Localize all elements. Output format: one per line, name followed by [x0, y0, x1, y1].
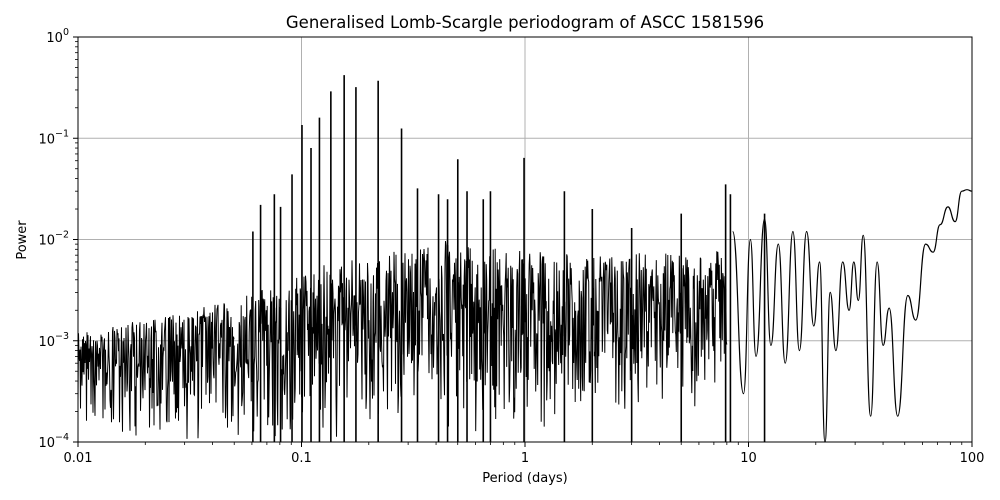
- x-tick-label: 1: [521, 451, 529, 466]
- periodogram-tail-line: [732, 189, 973, 443]
- y-tick-label: 10−2: [38, 230, 69, 249]
- y-tick-label: 100: [46, 27, 69, 46]
- x-tick-label: 0.01: [64, 451, 93, 466]
- chart-title: Generalised Lomb-Scargle periodogram of …: [286, 13, 764, 32]
- y-tick-label: 10−3: [38, 331, 69, 350]
- y-tick-label: 10−1: [38, 128, 69, 147]
- y-axis-label: Power: [15, 220, 30, 260]
- periodogram-dense-segment: [457, 247, 593, 432]
- x-axis-label: Period (days): [482, 471, 568, 486]
- x-tick-label: 0.1: [291, 451, 312, 466]
- x-axis: 0.01 0.1 1 10 100: [64, 442, 985, 466]
- x-tick-label: 10: [740, 451, 757, 466]
- periodogram-dense-segment: [77, 303, 235, 439]
- data-layer: [77, 75, 973, 443]
- y-axis: 10−4 10−3 10−2 10−1 100: [38, 27, 78, 451]
- periodogram-dense-segment: [233, 277, 302, 437]
- periodogram-dense-segment: [591, 251, 728, 409]
- periodogram-dense-segment: [301, 241, 458, 439]
- y-tick-label: 10−4: [38, 432, 69, 451]
- x-tick-label: 100: [960, 451, 985, 466]
